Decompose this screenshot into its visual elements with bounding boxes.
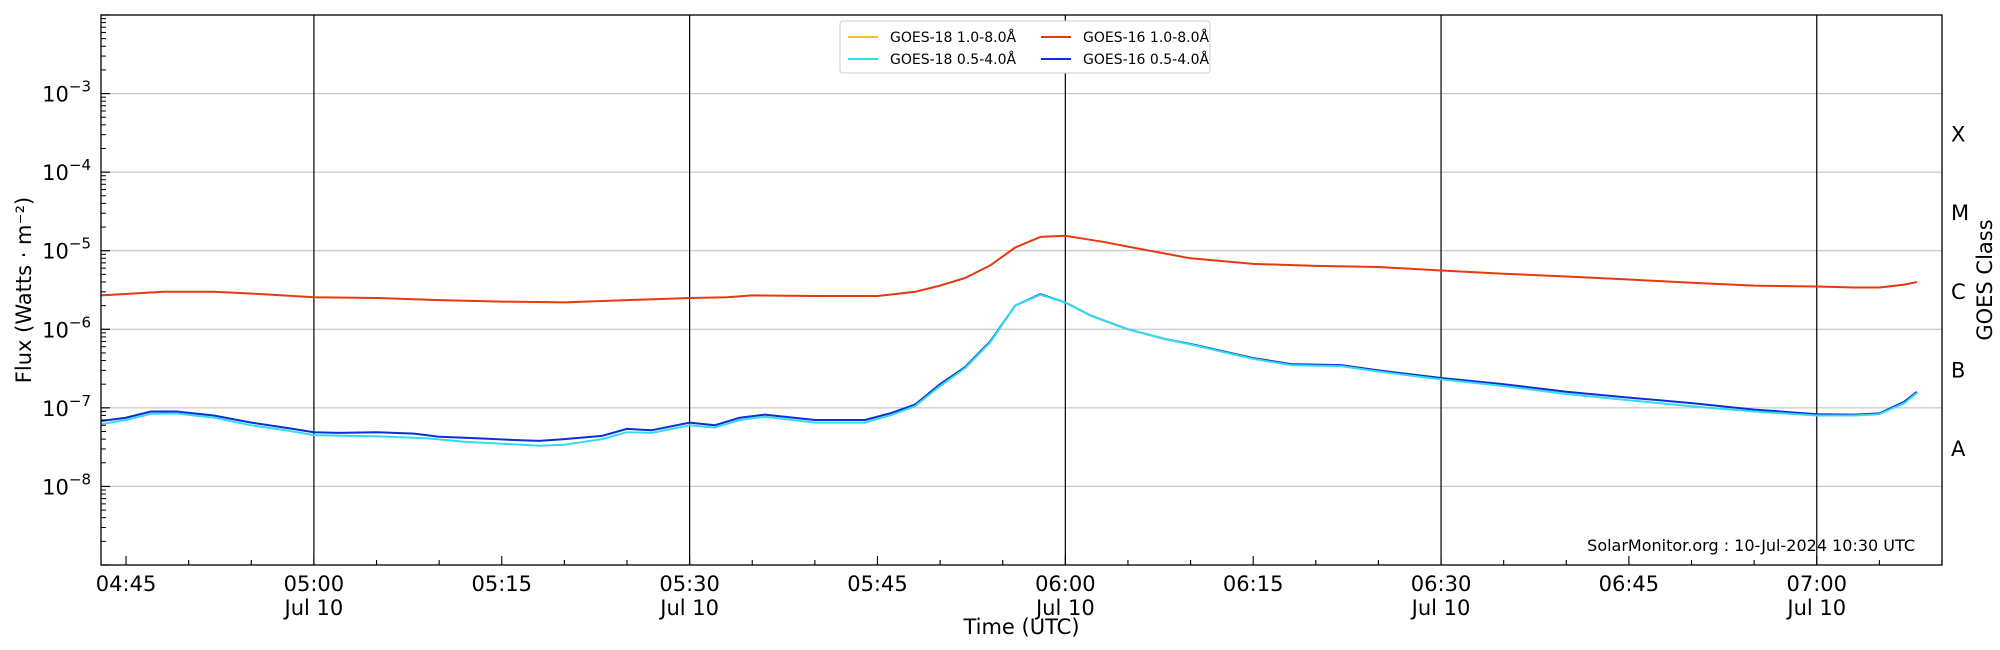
legend-items: GOES-18 1.0-8.0Å GOES-18 0.5-4.0Å GOES-16 … <box>848 29 1209 68</box>
x-tick-label: 06:15 <box>1223 572 1284 596</box>
series-layer <box>100 234 1918 447</box>
legend-label: GOES-16 0.5-4.0Å <box>1083 51 1209 68</box>
legend-box <box>839 20 1211 74</box>
x-tick-label: 06:30 <box>1411 572 1472 596</box>
legend-label: GOES-18 1.0-8.0Å <box>890 29 1016 46</box>
x-tick-label: 05:15 <box>471 572 532 596</box>
x-tick-date-label: Jul 10 <box>283 596 344 620</box>
x-tick-date-label: Jul 10 <box>1034 596 1095 620</box>
y-tick-label: 10−3 <box>42 78 91 107</box>
x-axis-title: Time (UTC) <box>962 615 1079 639</box>
x-tick-label: 06:00 <box>1035 572 1096 596</box>
y-tick-label: 10−6 <box>42 313 91 342</box>
x-tick-date-label: Jul 10 <box>1785 596 1846 620</box>
goes-class-label: B <box>1951 358 1965 382</box>
y-tick-label: 10−4 <box>42 156 91 185</box>
x-tick-date-label: Jul 10 <box>658 596 719 620</box>
legend-label: GOES-18 0.5-4.0Å <box>890 51 1016 68</box>
goes-class-label: X <box>1951 123 1965 147</box>
y-axis-title: Flux (Watts · m⁻²) <box>12 197 36 383</box>
x-tick-label: 06:45 <box>1599 572 1660 596</box>
y-tick-label: 10−8 <box>42 470 91 499</box>
x-tick-label: 07:00 <box>1786 572 1847 596</box>
series-line <box>100 234 1918 304</box>
y-tick-label: 10−7 <box>42 392 91 421</box>
series-line <box>100 293 1918 442</box>
grid-layer <box>101 93 1942 487</box>
x-tick-label: 04:45 <box>96 572 157 596</box>
x-tick-label: 05:45 <box>847 572 908 596</box>
x-tick-label: 05:00 <box>284 572 345 596</box>
y-tick-layer: 10−8 10−7 10−6 10−5 10−4 10−3 <box>42 14 110 566</box>
goes-class-axis-title: GOES Class <box>1973 219 1997 340</box>
credit-text: SolarMonitor.org : 10-Jul-2024 10:30 UTC <box>1587 536 1915 555</box>
series-line <box>100 293 1918 447</box>
legend: GOES-18 1.0-8.0Å GOES-18 0.5-4.0Å GOES-16 … <box>839 20 1211 74</box>
plot-frame <box>100 14 1943 566</box>
legend-label: GOES-16 1.0-8.0Å <box>1083 29 1209 46</box>
goes-class-label: M <box>1951 201 1969 225</box>
goes-class-label: C <box>1951 280 1966 304</box>
x-tick-label: 05:30 <box>659 572 720 596</box>
vertical-marker-layer <box>313 15 1818 565</box>
goes-class-label: A <box>1951 437 1966 461</box>
y-tick-label: 10−5 <box>42 235 91 264</box>
x-tick-date-label: Jul 10 <box>1410 596 1471 620</box>
goes-class-layer: A B C M X <box>1951 123 1969 461</box>
